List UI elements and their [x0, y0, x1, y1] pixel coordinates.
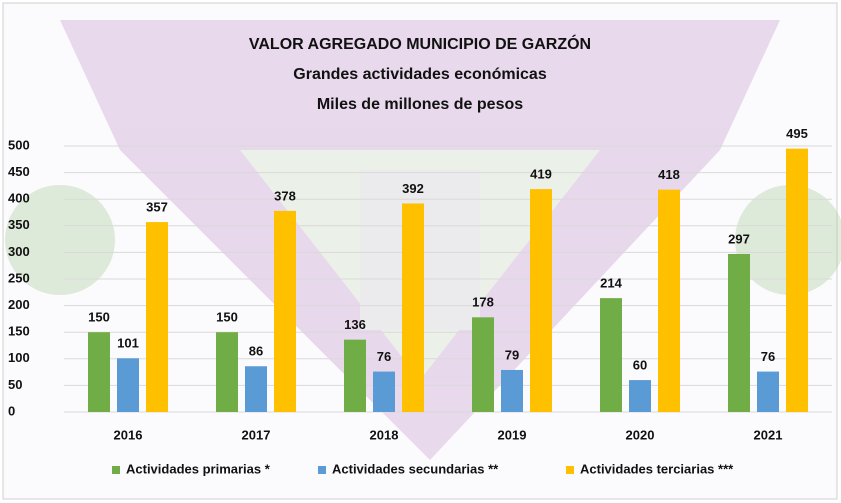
- chart-subtitle: Grandes actividades económicas: [293, 66, 547, 83]
- data-label: 79: [505, 347, 519, 362]
- data-label: 150: [88, 310, 110, 325]
- bar: [501, 370, 523, 412]
- y-tick-label: 450: [8, 164, 30, 179]
- bar: [600, 298, 622, 412]
- bar: [146, 222, 168, 412]
- y-tick-label: 0: [8, 403, 15, 418]
- legend-swatch: [318, 466, 326, 474]
- data-label: 60: [633, 358, 647, 373]
- bar: [402, 203, 424, 412]
- data-label: 76: [377, 349, 391, 364]
- y-tick-label: 350: [8, 217, 30, 232]
- x-tick-label: 2017: [242, 427, 271, 442]
- data-label: 136: [344, 317, 366, 332]
- data-label: 418: [658, 167, 680, 182]
- bar: [344, 340, 366, 412]
- legend-label: Actividades terciarias ***: [580, 461, 734, 476]
- bar: [786, 149, 808, 412]
- bar: [629, 380, 651, 412]
- data-label: 357: [146, 200, 168, 215]
- legend-swatch: [566, 466, 574, 474]
- y-tick-label: 400: [8, 191, 30, 206]
- y-tick-label: 150: [8, 324, 30, 339]
- chart-subtitle: Miles de millones de pesos: [317, 96, 523, 113]
- bar: [757, 372, 779, 412]
- x-tick-label: 2019: [498, 427, 527, 442]
- data-label: 150: [216, 310, 238, 325]
- bar: [245, 366, 267, 412]
- bar: [117, 358, 139, 412]
- data-label: 214: [600, 276, 622, 291]
- bar: [728, 254, 750, 412]
- data-label: 392: [402, 181, 424, 196]
- bar: [472, 317, 494, 412]
- data-label: 378: [274, 188, 296, 203]
- data-label: 495: [786, 126, 808, 141]
- data-label: 101: [117, 336, 139, 351]
- bar: [216, 332, 238, 412]
- x-tick-label: 2018: [370, 427, 399, 442]
- bar: [658, 190, 680, 412]
- bar: [373, 372, 395, 412]
- y-tick-label: 300: [8, 244, 30, 259]
- chart-title: VALOR AGREGADO MUNICIPIO DE GARZÓN: [249, 34, 591, 53]
- y-tick-label: 200: [8, 297, 30, 312]
- bar: [530, 189, 552, 412]
- x-tick-label: 2016: [114, 427, 143, 442]
- data-label: 86: [249, 344, 263, 359]
- legend-label: Actividades secundarias **: [332, 461, 499, 476]
- legend-label: Actividades primarias *: [126, 461, 271, 476]
- legend-swatch: [112, 466, 120, 474]
- bar: [274, 211, 296, 412]
- data-label: 76: [761, 349, 775, 364]
- y-tick-label: 50: [8, 377, 22, 392]
- data-label: 178: [472, 295, 494, 310]
- x-tick-label: 2021: [754, 427, 783, 442]
- y-tick-label: 250: [8, 270, 30, 285]
- y-tick-label: 100: [8, 350, 30, 365]
- data-label: 297: [728, 231, 750, 246]
- chart: VALOR AGREGADO MUNICIPIO DE GARZÓN Grand…: [0, 0, 841, 503]
- y-tick-label: 500: [8, 137, 30, 152]
- data-label: 419: [530, 167, 552, 182]
- bar: [88, 332, 110, 412]
- x-tick-label: 2020: [626, 427, 655, 442]
